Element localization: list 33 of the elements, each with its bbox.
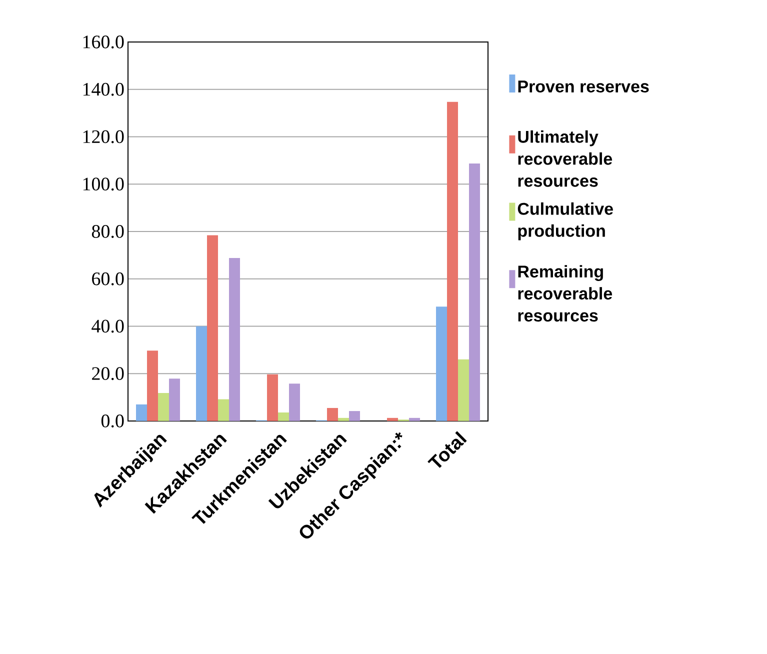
bar — [469, 164, 480, 421]
bar — [207, 235, 218, 421]
bar — [267, 374, 278, 421]
bar — [278, 412, 290, 421]
bar — [327, 408, 338, 421]
bar — [458, 359, 470, 421]
bar — [196, 326, 207, 421]
y-tick-label: 100.0 — [83, 178, 124, 191]
bar — [436, 306, 448, 421]
legend-label: Proven reserves — [518, 80, 649, 93]
bar — [169, 378, 180, 421]
bar — [218, 399, 230, 421]
bar — [387, 418, 398, 421]
y-tick-label: 40.0 — [92, 320, 124, 333]
legend-label: Ultimately recoverable resources — [518, 130, 612, 187]
y-tick-label: 20.0 — [92, 367, 124, 380]
bar — [158, 393, 169, 421]
bar — [447, 102, 458, 421]
y-tick-label: 0.0 — [101, 414, 124, 428]
y-tick-label: 60.0 — [92, 272, 124, 286]
legend-label: Remaining recoverable resources — [518, 265, 612, 322]
bar — [409, 418, 420, 421]
bar — [147, 350, 158, 421]
bar — [136, 404, 147, 421]
y-tick-label: 80.0 — [92, 225, 124, 238]
y-tick-label: 140.0 — [83, 82, 124, 96]
y-tick-label: 120.0 — [83, 130, 124, 144]
y-tick-label: 160.0 — [83, 36, 124, 48]
legend-label: Culmulative production — [518, 202, 613, 240]
bar — [229, 258, 240, 421]
bar — [289, 384, 300, 421]
bar — [349, 411, 360, 421]
bar — [338, 418, 350, 421]
